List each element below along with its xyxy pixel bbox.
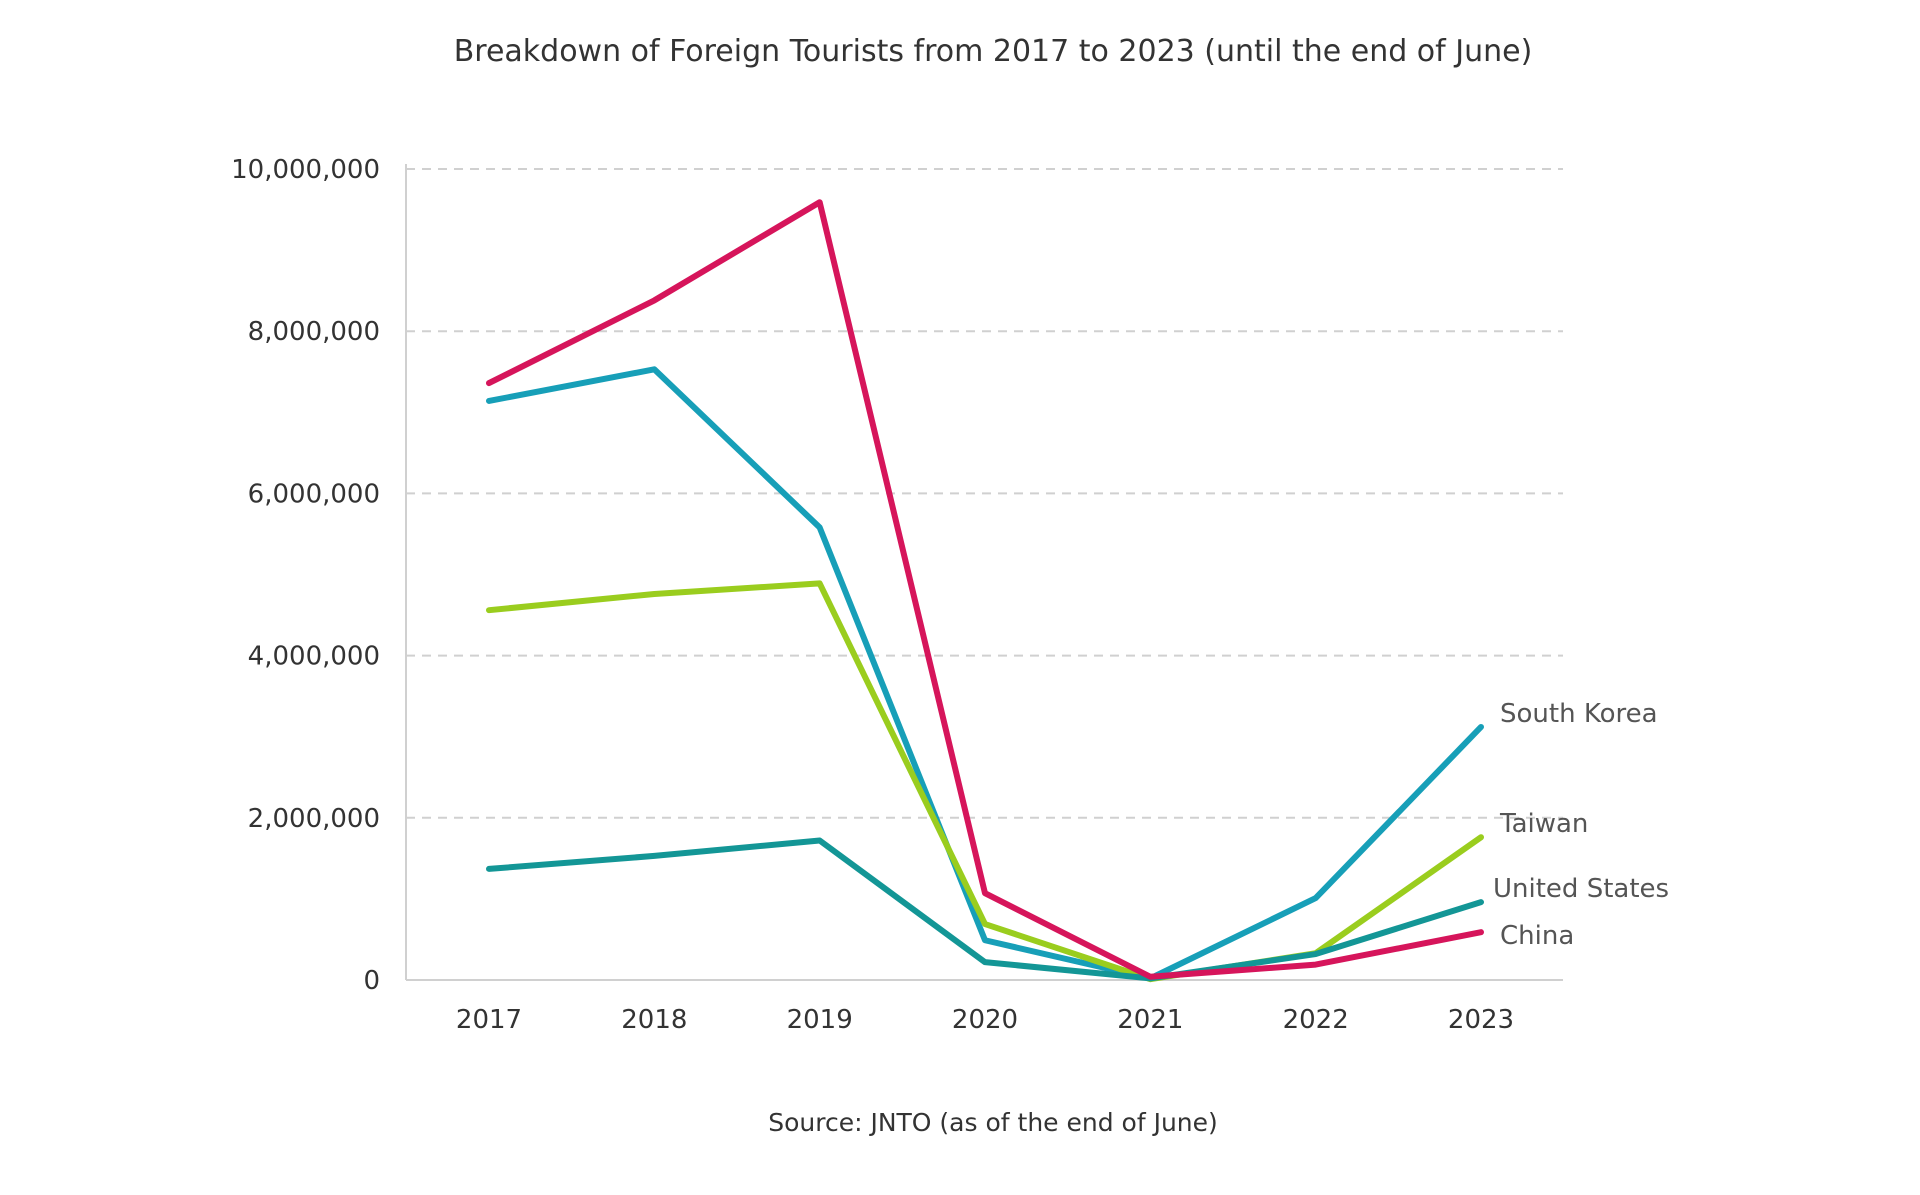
series-label: United States (1493, 874, 1669, 904)
x-tick-label: 2023 (1448, 1005, 1514, 1035)
x-tick-label: 2020 (952, 1005, 1018, 1035)
series-label: Taiwan (1499, 809, 1588, 839)
series-line-china (486, 199, 1484, 980)
x-tick-label: 2018 (621, 1005, 687, 1035)
series-line-taiwan (486, 580, 1484, 983)
series-label: China (1500, 921, 1574, 951)
series-line-south-korea (486, 366, 1484, 982)
series-line-united-states (486, 837, 1484, 982)
x-tick-label: 2017 (456, 1005, 522, 1035)
y-tick-label: 0 (363, 966, 380, 996)
chart-source: Source: JNTO (as of the end of June) (768, 1108, 1218, 1137)
series-label: South Korea (1500, 699, 1658, 729)
y-tick-label: 4,000,000 (248, 642, 380, 672)
x-tick-label: 2021 (1117, 1005, 1183, 1035)
x-tick-label: 2019 (787, 1005, 853, 1035)
y-tick-label: 6,000,000 (248, 479, 380, 509)
y-tick-label: 2,000,000 (248, 804, 380, 834)
y-tick-label: 10,000,000 (231, 155, 380, 185)
chart-title: Breakdown of Foreign Tourists from 2017 … (453, 34, 1533, 69)
y-tick-label: 8,000,000 (248, 317, 380, 347)
x-tick-label: 2022 (1283, 1005, 1349, 1035)
